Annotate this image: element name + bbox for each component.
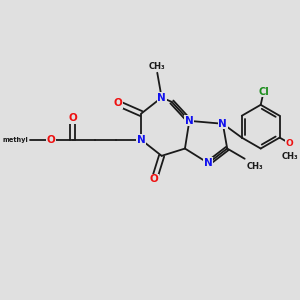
Text: CH₃: CH₃ [282,152,299,161]
Text: O: O [46,135,55,145]
Text: N: N [185,116,194,126]
Text: N: N [218,119,227,129]
Text: CH₃: CH₃ [149,62,166,71]
Text: Cl: Cl [258,87,269,97]
Text: N: N [204,158,213,168]
Text: CH₃: CH₃ [246,162,263,171]
Text: methyl: methyl [2,137,28,143]
Text: O: O [150,174,159,184]
Text: O: O [113,98,122,108]
Text: O: O [68,113,77,123]
Text: N: N [157,92,166,103]
Text: N: N [137,135,146,145]
Text: O: O [286,139,294,148]
